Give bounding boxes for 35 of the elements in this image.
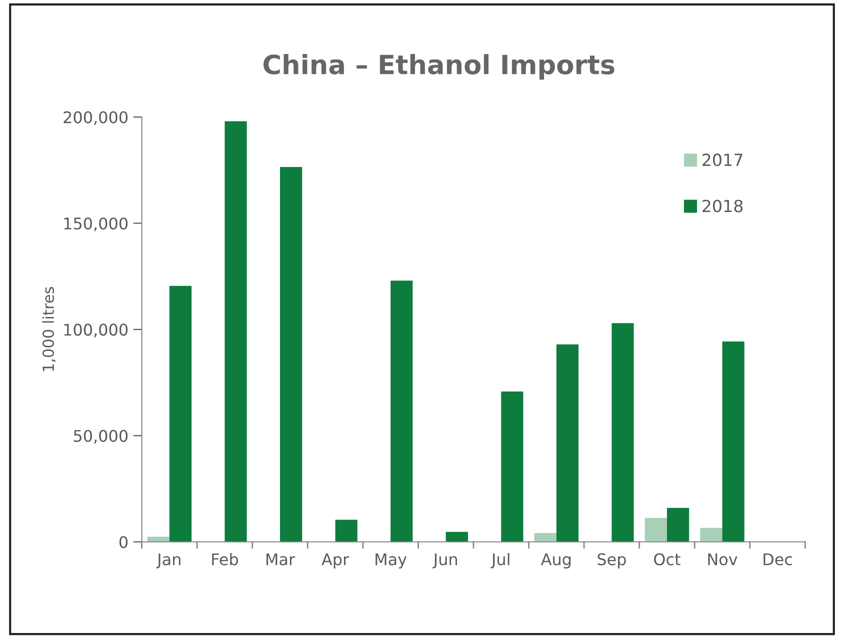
bar xyxy=(644,518,667,542)
x-tick-label: Mar xyxy=(266,553,296,566)
y-tick-label: 50,000 xyxy=(74,430,128,444)
x-tick-label: Apr xyxy=(322,553,350,568)
y-axis-title: 1,000 litres xyxy=(42,287,56,371)
bar xyxy=(446,532,468,542)
x-tick-label: Sep xyxy=(598,553,626,568)
x-tick-label: May xyxy=(376,553,407,568)
x-tick-label: Aug xyxy=(540,553,571,568)
bar xyxy=(335,520,358,542)
bar xyxy=(224,121,247,542)
x-tick-label: Jul xyxy=(490,552,510,568)
x-tick-label: Jan xyxy=(156,553,180,568)
bar xyxy=(501,391,524,542)
bar xyxy=(280,166,302,542)
x-tick-label: Nov xyxy=(708,553,738,566)
y-tick-label: 150,000 xyxy=(64,217,128,232)
y-tick-label: 0 xyxy=(119,536,128,548)
bar xyxy=(700,528,722,542)
bar xyxy=(666,508,690,542)
legend-label: 2018 xyxy=(702,200,743,212)
bar xyxy=(722,342,744,542)
y-tick-label: 200,000 xyxy=(64,111,128,125)
bar xyxy=(169,286,192,542)
x-tick-label: Jun xyxy=(432,553,457,568)
x-tick-label: Dec xyxy=(764,553,792,566)
legend-label: 2017 xyxy=(702,154,742,166)
chart-title: China – Ethanol Imports xyxy=(263,54,614,80)
x-tick-label: Oct xyxy=(654,553,680,566)
bar xyxy=(612,323,634,542)
bar xyxy=(534,532,556,542)
y-tick-label: 100,000 xyxy=(64,324,128,338)
x-tick-label: Feb xyxy=(212,552,238,566)
bar xyxy=(556,344,579,542)
bar xyxy=(390,280,413,542)
